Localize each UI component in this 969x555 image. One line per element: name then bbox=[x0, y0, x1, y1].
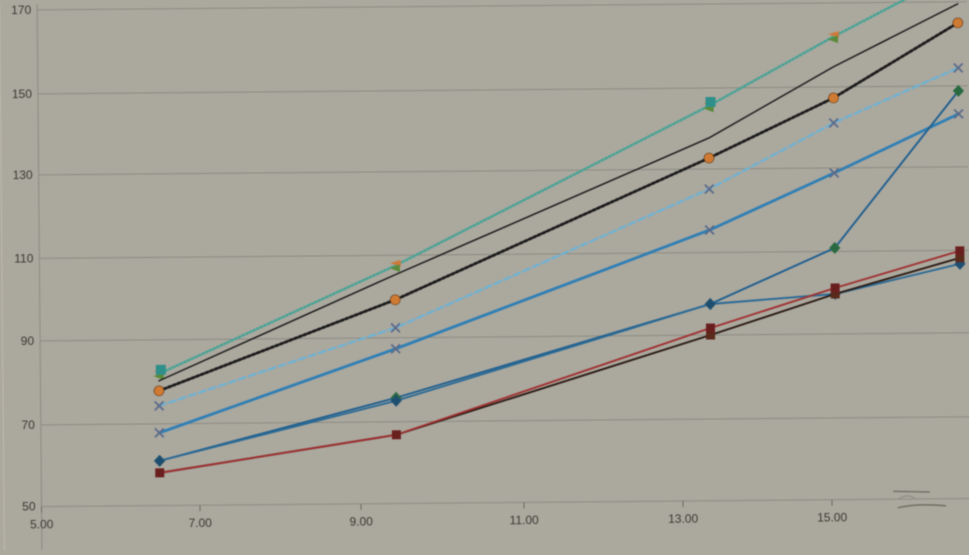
svg-text:130: 130 bbox=[13, 168, 33, 182]
svg-text:11.00: 11.00 bbox=[510, 513, 540, 527]
svg-text:110: 110 bbox=[14, 251, 34, 265]
svg-text:7.00: 7.00 bbox=[188, 516, 212, 530]
svg-text:13.00: 13.00 bbox=[668, 512, 698, 526]
svg-text:150: 150 bbox=[12, 87, 32, 101]
svg-text:90: 90 bbox=[21, 334, 35, 348]
svg-text:50: 50 bbox=[22, 500, 36, 514]
svg-text:5.00: 5.00 bbox=[30, 517, 54, 531]
svg-text:70: 70 bbox=[21, 418, 35, 432]
svg-text:170: 170 bbox=[11, 3, 31, 17]
svg-text:15.00: 15.00 bbox=[817, 511, 847, 525]
svg-text:9.00: 9.00 bbox=[349, 515, 373, 529]
